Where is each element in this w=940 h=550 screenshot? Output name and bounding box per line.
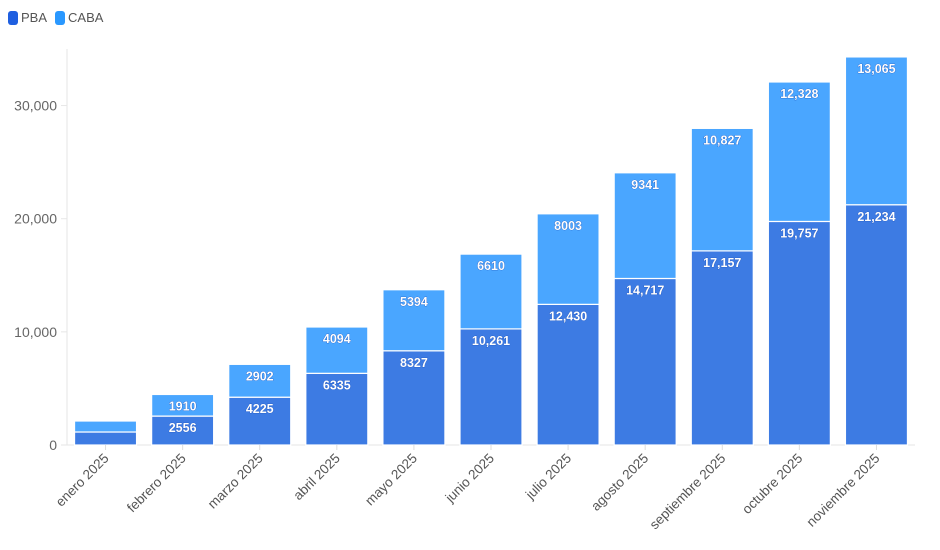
y-tick-label: 30,000 (14, 98, 57, 114)
bar-pba[interactable] (613, 277, 677, 446)
legend: PBA CABA (8, 10, 103, 25)
data-label: 12,430 (549, 309, 587, 323)
bar-pba[interactable] (844, 204, 909, 446)
x-tick-label: agosto 2025 (588, 451, 651, 514)
data-label: 1910 (169, 399, 197, 413)
x-tick-label: junio 2025 (442, 451, 497, 506)
data-label: 5394 (400, 295, 428, 309)
x-tick-label: noviembre 2025 (804, 451, 883, 530)
bar-caba[interactable] (382, 289, 446, 352)
bar-caba[interactable] (73, 420, 138, 433)
y-tick-label: 20,000 (14, 211, 57, 227)
bar-caba[interactable] (844, 56, 909, 206)
x-tick-label: julio 2025 (522, 451, 574, 503)
data-label: 10,261 (472, 334, 510, 348)
x-tick-label: enero 2025 (53, 451, 112, 510)
x-tick-label: abril 2025 (290, 451, 343, 504)
bar-caba[interactable] (459, 253, 523, 330)
legend-item-caba[interactable]: CABA (55, 10, 103, 25)
x-tick-label: septiembre 2025 (647, 451, 729, 533)
bar-pba[interactable] (459, 328, 523, 446)
bar-caba[interactable] (613, 172, 677, 280)
data-label: 8003 (554, 219, 582, 233)
data-label: 21,234 (857, 210, 895, 224)
bar-pba[interactable] (767, 220, 831, 446)
data-label: 17,157 (703, 256, 741, 270)
bar-caba[interactable] (228, 363, 292, 398)
data-label: 10,827 (703, 133, 741, 147)
legend-swatch-pba (8, 10, 18, 25)
legend-label-pba: PBA (21, 10, 48, 25)
data-label: 2556 (169, 421, 197, 435)
data-label: 14,717 (626, 283, 664, 297)
data-label: 4094 (323, 332, 351, 346)
legend-item-pba[interactable]: PBA (8, 10, 47, 25)
y-tick-label: 0 (49, 437, 57, 453)
x-tick-label: marzo 2025 (205, 451, 266, 512)
bar-caba[interactable] (536, 213, 600, 305)
bar-caba[interactable] (767, 81, 831, 223)
x-tick-label: febrero 2025 (124, 451, 189, 516)
bar-pba[interactable] (536, 303, 600, 446)
legend-label-caba: CABA (68, 10, 104, 25)
bar-pba[interactable] (228, 396, 292, 446)
data-label: 19,757 (780, 226, 818, 240)
data-label: 8327 (400, 356, 428, 370)
x-tick-label: octubre 2025 (739, 451, 805, 517)
bar-pba[interactable] (690, 250, 754, 446)
bar-pba[interactable] (73, 431, 138, 446)
y-tick-label: 10,000 (14, 324, 57, 340)
data-label: 12,328 (780, 87, 818, 101)
data-label: 9341 (631, 178, 659, 192)
data-label: 2902 (246, 369, 274, 383)
data-label: 4225 (246, 402, 274, 416)
legend-swatch-caba (55, 10, 66, 25)
bar-caba[interactable] (690, 127, 754, 252)
data-label: 6610 (477, 259, 505, 273)
x-tick-label: mayo 2025 (362, 451, 420, 509)
data-label: 13,065 (857, 62, 895, 76)
data-label: 6335 (323, 378, 351, 392)
bar-caba[interactable] (151, 393, 215, 417)
bar-caba[interactable] (305, 326, 369, 374)
